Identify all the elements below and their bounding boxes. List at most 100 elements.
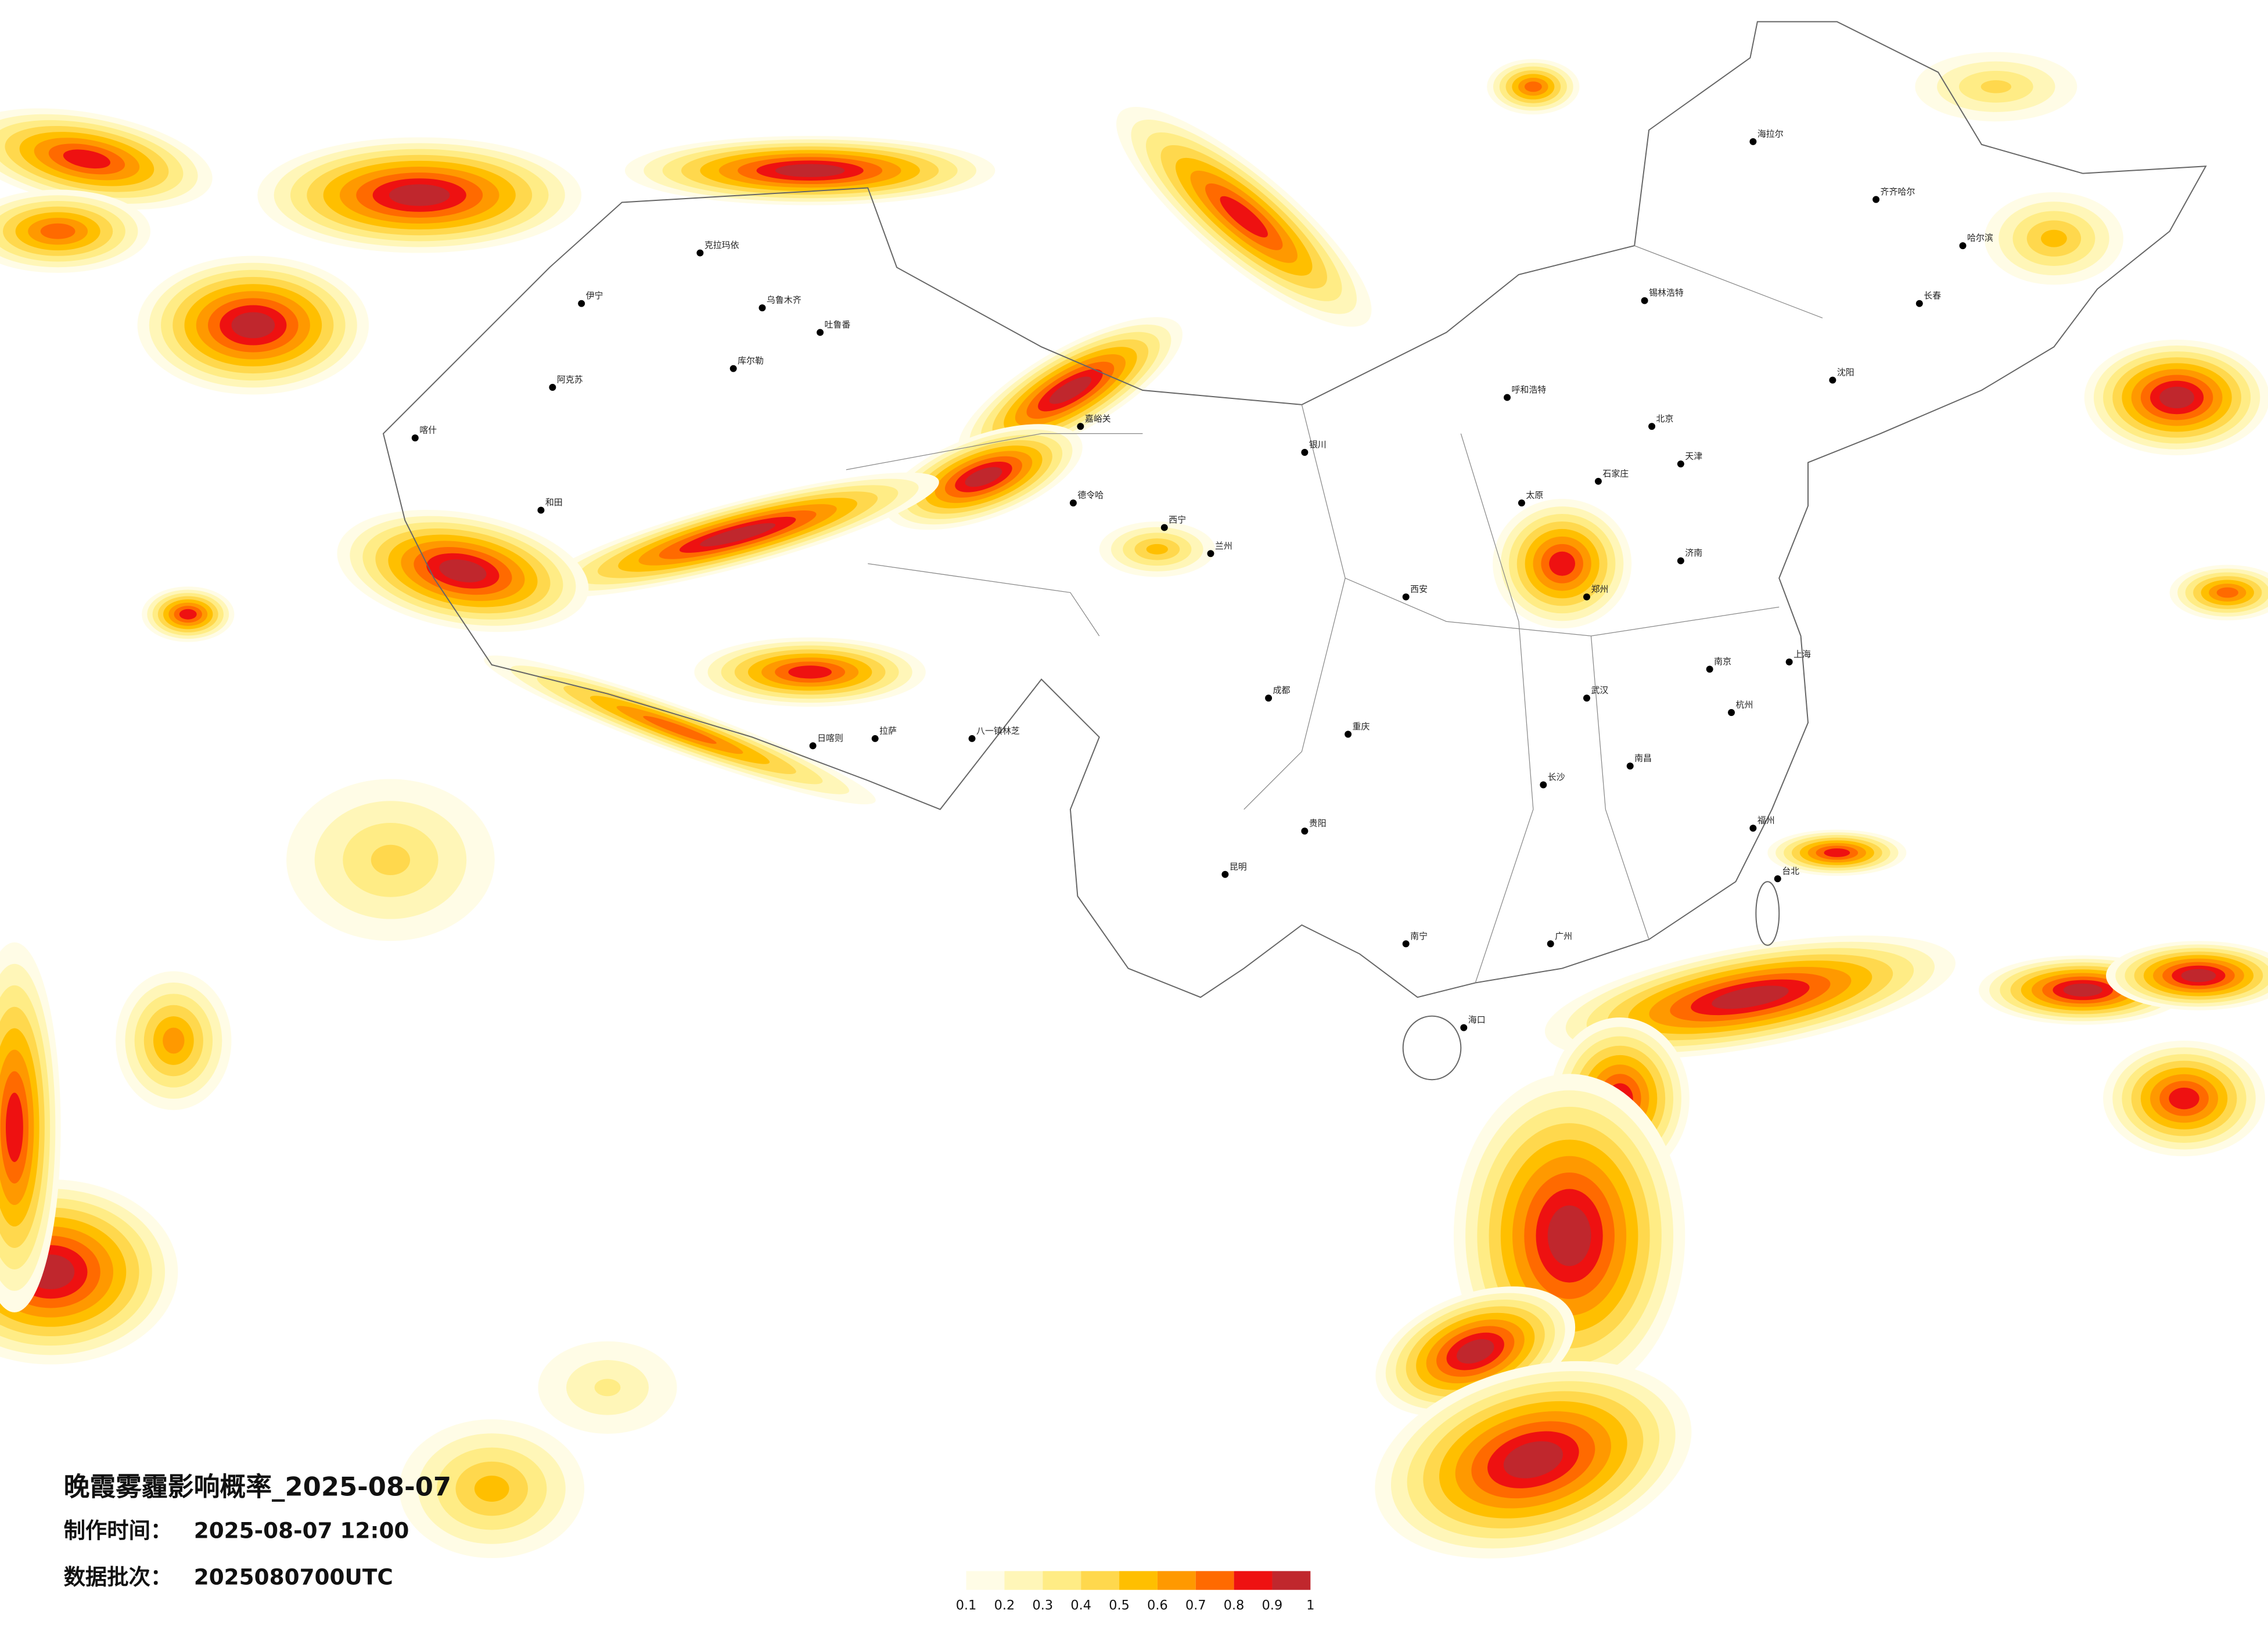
city-dot xyxy=(1583,593,1590,600)
heat-area xyxy=(788,665,832,679)
city-label: 长沙 xyxy=(1548,772,1565,782)
map-title: 晚霞雾霾影响概率_2025-08-07 xyxy=(64,1472,452,1502)
heat-area xyxy=(1524,81,1542,92)
city-dot xyxy=(1774,875,1781,883)
heat-area xyxy=(1457,1339,1494,1364)
heat-area xyxy=(2169,1087,2199,1110)
city-label: 库尔勒 xyxy=(738,355,764,366)
city-label: 呼和浩特 xyxy=(1512,384,1547,395)
city-dot xyxy=(1221,870,1229,878)
city-label: 上海 xyxy=(1793,649,1811,659)
heat-area xyxy=(439,559,487,582)
heat-area xyxy=(179,609,197,620)
city-label: 拉萨 xyxy=(879,725,897,736)
info-value: 2025080700UTC xyxy=(194,1564,393,1589)
city-label: 郑州 xyxy=(1591,584,1608,594)
legend-tick-label: 0.6 xyxy=(1147,1598,1168,1613)
city-dot xyxy=(1160,524,1168,531)
city-label: 沈阳 xyxy=(1837,367,1854,377)
city-label: 阿克苏 xyxy=(557,375,583,385)
city-label: 广州 xyxy=(1555,931,1572,941)
city-dot xyxy=(1626,762,1634,770)
city-dot xyxy=(1540,781,1547,789)
city-dot xyxy=(1641,297,1648,304)
city-dot xyxy=(1706,665,1713,673)
city-label: 和田 xyxy=(545,497,563,508)
heat-area xyxy=(965,467,1002,487)
island-taiwan xyxy=(1755,881,1780,946)
city-dot xyxy=(1749,825,1757,832)
city-dot xyxy=(1069,499,1077,507)
heat-area xyxy=(231,312,275,339)
city-dot xyxy=(1345,731,1352,738)
info-label: 数据批次： xyxy=(64,1564,172,1589)
city-dot xyxy=(1785,658,1793,665)
city-dot xyxy=(1504,394,1511,401)
city-label: 银川 xyxy=(1309,440,1327,450)
city-dot xyxy=(549,384,556,391)
legend-swatch xyxy=(1119,1571,1158,1590)
city-dot xyxy=(817,329,824,336)
city-label: 杭州 xyxy=(1736,700,1753,710)
city-label: 八一镇林芝 xyxy=(976,725,1020,736)
city-label: 武汉 xyxy=(1591,685,1608,696)
city-label: 日喀则 xyxy=(817,733,843,743)
island-hainan xyxy=(1402,1015,1462,1081)
city-dot xyxy=(1829,376,1836,384)
legend: 0.1 0.2 0.3 0.4 0.5 0.6 0.7 0.8 0.9 1 xyxy=(956,1571,1314,1613)
heat-area xyxy=(2063,983,2102,997)
city-label: 北京 xyxy=(1656,413,1674,424)
heat-area xyxy=(474,1476,509,1502)
city-label: 克拉玛依 xyxy=(705,240,739,250)
heat-area xyxy=(1824,848,1850,857)
city-dot xyxy=(1460,1024,1468,1031)
city-label: 昆明 xyxy=(1230,861,1247,872)
heat-area xyxy=(63,149,110,169)
city-dot xyxy=(1547,940,1554,948)
legend-tick-label: 0.3 xyxy=(1033,1598,1054,1613)
legend-swatch xyxy=(966,1571,1005,1590)
city-dot xyxy=(968,735,976,742)
city-dot xyxy=(578,300,585,307)
legend-swatch xyxy=(1081,1571,1120,1590)
city-dot xyxy=(1594,477,1602,485)
heat-area xyxy=(1712,985,1789,1009)
heat-area xyxy=(1981,80,2011,93)
city-dot xyxy=(1872,196,1880,203)
legend-swatch xyxy=(1272,1571,1311,1590)
city-label: 石家庄 xyxy=(1602,468,1629,479)
city-label: 锡林浩特 xyxy=(1649,287,1684,298)
city-dot xyxy=(1265,695,1273,702)
heat-area xyxy=(371,844,411,876)
city-label: 贵阳 xyxy=(1309,818,1327,829)
heat-area xyxy=(1220,196,1268,238)
city-label: 重庆 xyxy=(1353,721,1370,732)
city-label: 齐齐哈尔 xyxy=(1881,186,1915,197)
heat-layer xyxy=(0,52,2268,1559)
city-label: 长春 xyxy=(1924,290,1941,301)
city-dot xyxy=(729,365,737,372)
city-dot xyxy=(871,735,879,742)
city-dot xyxy=(696,249,704,257)
heat-area xyxy=(700,523,776,546)
city-dot xyxy=(809,742,817,750)
city-label: 乌鲁木齐 xyxy=(767,295,801,305)
heat-area xyxy=(594,1379,621,1397)
city-label: 哈尔滨 xyxy=(1967,233,1993,243)
legend-tick-label: 1 xyxy=(1306,1598,1314,1613)
legend-tick-label: 0.8 xyxy=(1224,1598,1245,1613)
legend-tick-label: 0.9 xyxy=(1262,1598,1283,1613)
city-dot xyxy=(1301,449,1309,456)
info-value: 2025-08-07 12:00 xyxy=(194,1518,409,1544)
city-label: 南宁 xyxy=(1410,931,1428,941)
city-label: 吐鲁番 xyxy=(825,319,851,330)
city-dot xyxy=(1583,695,1590,702)
heat-area xyxy=(1049,376,1092,404)
info-label: 制作时间： xyxy=(64,1518,172,1544)
city-label: 喀什 xyxy=(419,425,437,436)
city-dot xyxy=(1207,550,1214,557)
city-dot xyxy=(1677,460,1684,467)
